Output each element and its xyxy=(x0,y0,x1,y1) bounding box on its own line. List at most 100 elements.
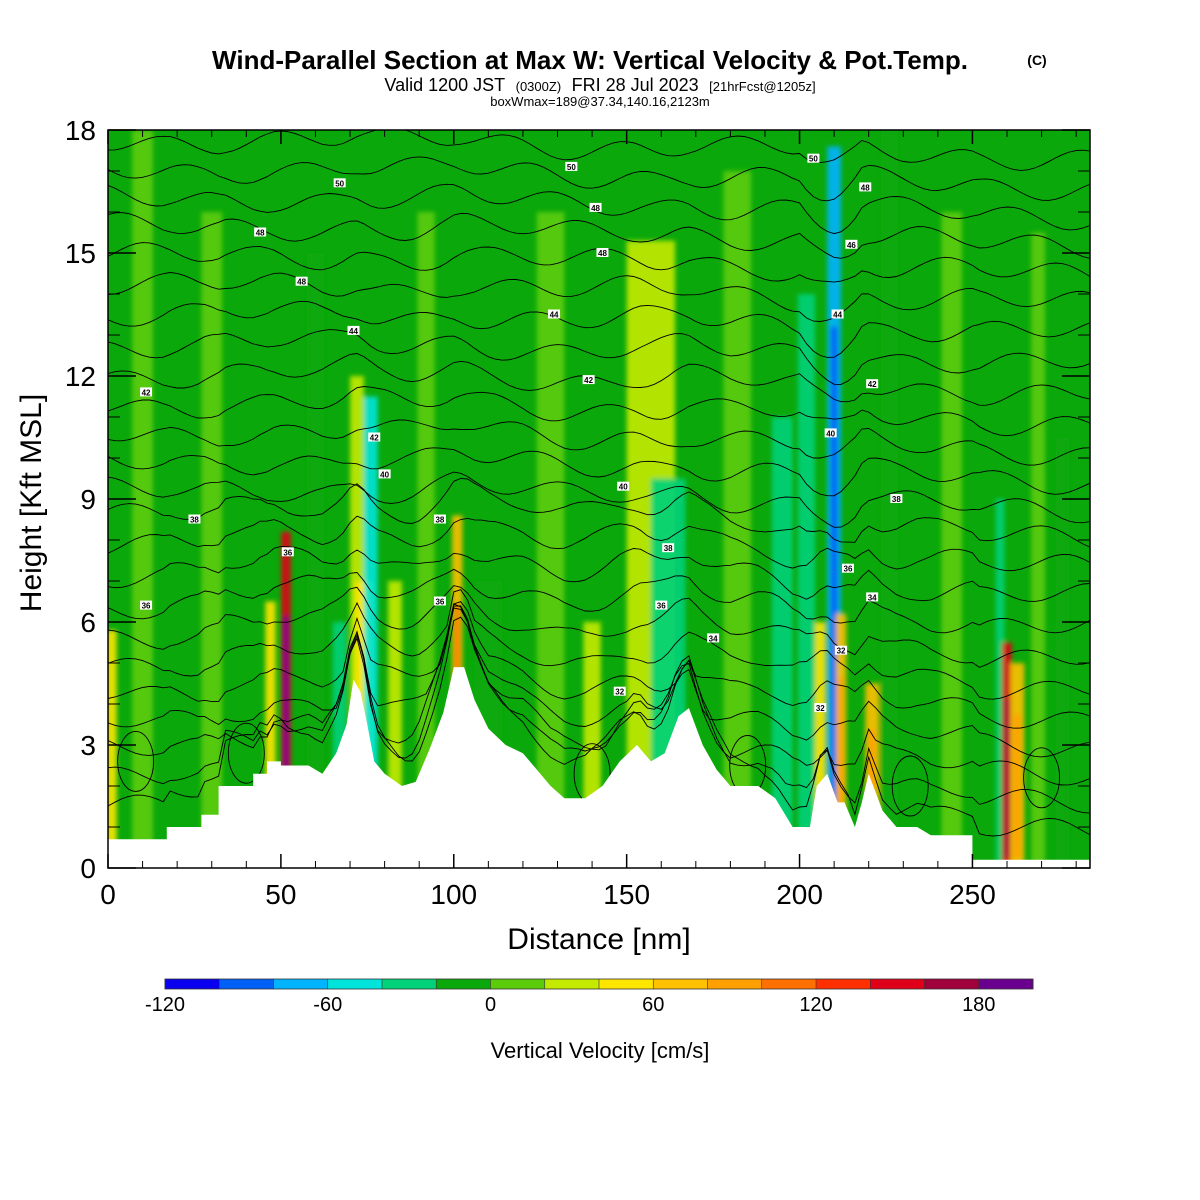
colorbar-swatch xyxy=(219,979,274,989)
theta-contour-loop xyxy=(1023,747,1061,809)
velocity-band xyxy=(880,130,899,868)
contour-label: 38 xyxy=(890,494,903,504)
velocity-band xyxy=(797,294,816,868)
colorbar-swatch xyxy=(165,979,220,989)
x-tick-label: 100 xyxy=(430,879,477,910)
theta-contour-line xyxy=(108,212,1090,259)
contour-label: 40 xyxy=(617,481,630,492)
contour-label-text: 48 xyxy=(256,229,265,238)
contour-label-text: 48 xyxy=(297,278,306,287)
contour-label-text: 32 xyxy=(615,688,624,697)
contour-label: 42 xyxy=(866,379,879,389)
theta-contour-line xyxy=(108,515,1090,572)
valid-date: FRI 28 Jul 2023 xyxy=(572,75,699,95)
contour-label: 48 xyxy=(295,276,308,287)
contour-label-text: 36 xyxy=(435,598,444,607)
y-tick-label: 15 xyxy=(65,238,96,269)
contour-label-text: 36 xyxy=(283,548,292,557)
contour-label: 42 xyxy=(368,432,381,443)
contour-label: 36 xyxy=(281,547,294,557)
theta-contour-line xyxy=(108,585,1090,668)
box-wmax: boxWmax=189@37.34,140.16,2123m xyxy=(490,94,710,109)
contour-label: 32 xyxy=(835,645,848,656)
contour-label: 34 xyxy=(866,592,879,602)
contour-label-text: 42 xyxy=(584,376,593,385)
contour-label: 48 xyxy=(596,248,609,258)
theta-contour-line xyxy=(108,447,1090,497)
contour-label: 36 xyxy=(140,600,153,611)
contour-label: 50 xyxy=(565,161,578,172)
contour-label: 36 xyxy=(655,600,668,611)
colorbar-frame xyxy=(164,978,1034,990)
contour-label: 36 xyxy=(841,563,854,574)
y-tick-label: 0 xyxy=(80,853,96,884)
colorbar-swatch xyxy=(599,979,654,989)
y-tick-label: 12 xyxy=(65,361,96,392)
colorbar-swatch xyxy=(707,979,763,989)
velocity-band xyxy=(132,130,153,868)
contour-label-text: 34 xyxy=(709,634,718,643)
contour-label-text: 40 xyxy=(826,429,835,438)
colorbar-swatch xyxy=(490,979,546,989)
colorbar-swatch xyxy=(978,979,1034,989)
contour-label: 50 xyxy=(333,178,346,188)
theta-contour-line xyxy=(108,329,1090,385)
contour-label-text: 38 xyxy=(664,544,673,553)
colorbar: -120 -60 0 60 120 180 xyxy=(145,978,1034,1016)
contour-label: 40 xyxy=(378,469,391,479)
theta-contour-line xyxy=(108,589,1090,700)
contour-labels: 50 50 50 48 48 48 48 48 46 44 44 44 42 42 42 42 40 40 40 38… xyxy=(140,153,903,713)
plot-area: 50 50 50 48 48 48 48 48 46 44 44 44 42 42 42 42 40 40 40 38… xyxy=(108,130,1090,868)
contour-label-text: 38 xyxy=(190,516,199,525)
colorbar-swatch xyxy=(761,979,817,989)
y-axis-title: Height [Kft MSL] xyxy=(15,394,48,612)
contour-label: 38 xyxy=(662,543,675,553)
theta-contour-loop xyxy=(117,730,155,792)
contour-label-text: 42 xyxy=(370,434,379,443)
colorbar-label: 60 xyxy=(642,994,664,1016)
contour-label-text: 44 xyxy=(833,311,842,320)
contour-label: 44 xyxy=(548,309,561,320)
colorbar-label: -60 xyxy=(313,994,342,1016)
velocity-band xyxy=(1055,437,1070,868)
contour-label-text: 42 xyxy=(868,380,877,389)
contour-label: 48 xyxy=(589,202,602,213)
colorbar-swatch xyxy=(653,979,708,989)
velocity-band xyxy=(1002,642,1012,868)
contour-label-text: 34 xyxy=(868,593,877,602)
contour-label-text: 36 xyxy=(142,602,151,611)
contour-label-text: 48 xyxy=(591,204,600,213)
colorbar-swatch xyxy=(436,979,491,989)
velocity-band xyxy=(815,622,826,868)
theta-contour-line xyxy=(108,477,1090,548)
theta-contour-loop xyxy=(891,755,929,817)
terrain xyxy=(108,667,1090,868)
colorbar-label: 180 xyxy=(962,994,995,1016)
velocity-band xyxy=(1031,232,1046,868)
contour-label-text: 38 xyxy=(435,516,444,525)
chart-title: Wind-Parallel Section at Max W: Vertical… xyxy=(212,45,968,75)
theta-contour-line xyxy=(108,353,1090,406)
contour-label-text: 50 xyxy=(335,179,344,188)
theta-contour-line xyxy=(108,156,1090,202)
theta-contour-line xyxy=(108,601,1090,729)
x-axis: 0 50 100 150 200 250 xyxy=(100,130,1077,910)
contour-label-text: 50 xyxy=(567,163,576,172)
colorbar-swatch xyxy=(382,979,437,989)
colorbar-swatch xyxy=(870,979,925,989)
x-tick-label: 0 xyxy=(100,879,116,910)
contour-label-text: 46 xyxy=(847,241,856,250)
contour-label: 48 xyxy=(254,227,267,238)
contour-label: 44 xyxy=(831,309,844,320)
valid-time-line: Valid 1200 JST (0300Z) FRI 28 Jul 2023 [… xyxy=(384,75,815,95)
colorbar-swatch xyxy=(816,979,871,989)
colorbar-label: 120 xyxy=(799,994,832,1016)
x-tick-label: 200 xyxy=(776,879,823,910)
velocity-band xyxy=(265,601,276,868)
contour-label-text: 38 xyxy=(892,495,901,504)
contour-label-text: 48 xyxy=(861,183,870,192)
y-tick-label: 18 xyxy=(65,115,96,146)
theta-contour-line xyxy=(108,183,1090,235)
colorbar-label: -120 xyxy=(145,994,185,1016)
